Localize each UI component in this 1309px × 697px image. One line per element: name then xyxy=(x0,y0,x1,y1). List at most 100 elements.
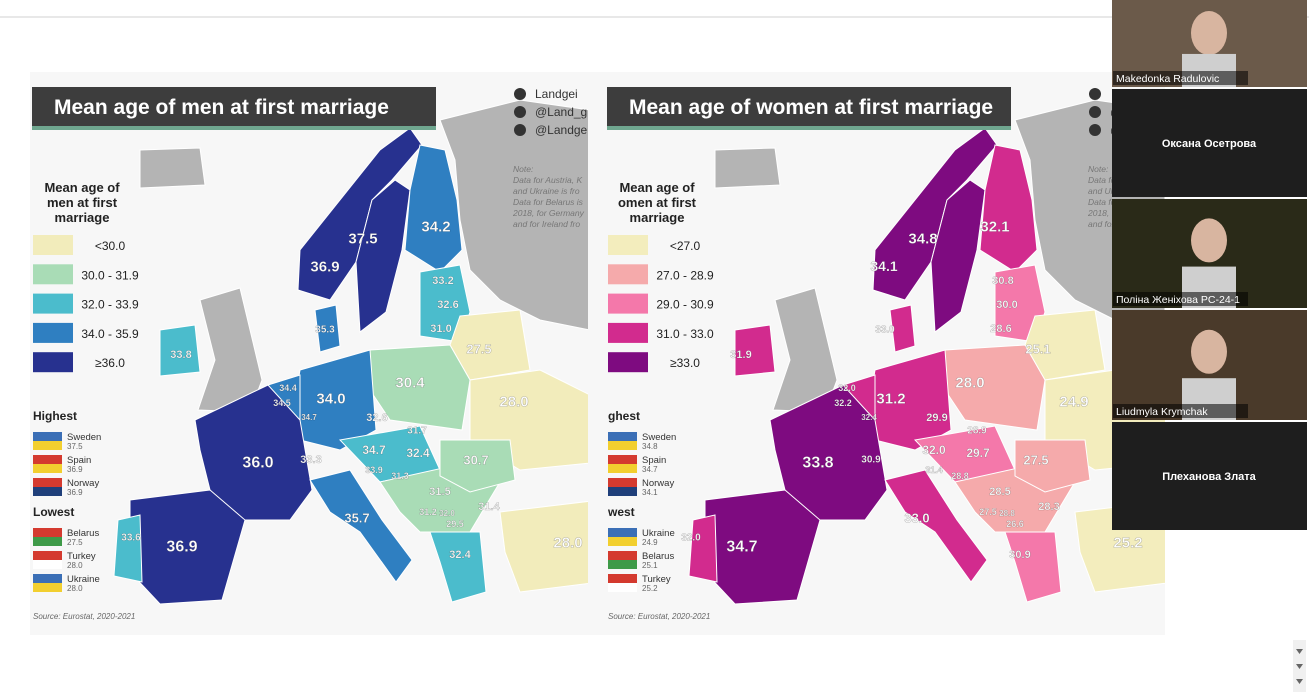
map-panel: Mean age of men at first marriage Landgei… xyxy=(30,72,588,635)
country-shape xyxy=(139,147,206,189)
map-value-label: 27.5 xyxy=(466,342,491,357)
country-shape xyxy=(714,147,781,189)
flag xyxy=(33,537,62,546)
map-value-label: 32.6 xyxy=(437,299,458,311)
country-value: 36.9 xyxy=(67,465,83,474)
flag xyxy=(33,441,62,450)
list-heading: Highest xyxy=(33,409,77,423)
flag xyxy=(33,551,62,560)
map-value-label: 34.7 xyxy=(362,443,386,457)
map-value-label: 31.4 xyxy=(925,465,943,475)
source: Source: Eurostat, 2020-2021 xyxy=(608,612,710,621)
country-shape xyxy=(1004,531,1062,603)
map-value-label: 28.0 xyxy=(553,534,582,551)
social-text: @Landge xyxy=(535,123,588,137)
map-value-label: 34.4 xyxy=(279,383,297,393)
participant-name: Поліна Женіхова PC-24-1 xyxy=(1116,294,1240,306)
legend-swatch xyxy=(33,264,73,285)
legend-title: men at first xyxy=(47,195,118,210)
map-value-label: 32.4 xyxy=(861,413,877,422)
flag xyxy=(608,487,637,496)
country-value: 28.0 xyxy=(67,584,83,593)
map-value-label: 31.2 xyxy=(419,507,437,517)
scroll-arrow xyxy=(1296,679,1303,684)
map-value-label: 25.1 xyxy=(1025,342,1050,357)
map-value-label: 30.9 xyxy=(1009,549,1030,561)
country-shape xyxy=(159,324,201,377)
participant-name: Makedonka Radulovic xyxy=(1116,73,1219,85)
map-value-label: 30.9 xyxy=(861,455,881,466)
country-name: Norway xyxy=(642,478,674,489)
source: Source: Eurostat, 2020-2021 xyxy=(33,612,135,621)
participant-face xyxy=(1191,218,1227,263)
map-value-label: 28.0 xyxy=(499,393,528,410)
participant-name: Liudmyla Krymchak xyxy=(1116,406,1208,418)
country-value: 34.7 xyxy=(642,465,658,474)
participant-name: Оксана Осетрова xyxy=(1162,138,1257,150)
list-heading: Lowest xyxy=(33,505,74,519)
country-shape xyxy=(439,439,516,493)
flag xyxy=(33,528,62,537)
country-shape xyxy=(113,514,143,583)
country-shape xyxy=(1014,439,1091,493)
map-value-label: 30.7 xyxy=(463,453,488,468)
country-shape xyxy=(930,179,986,333)
participant-face xyxy=(1191,329,1227,374)
map-value-label: 32.0 xyxy=(681,533,701,544)
map-value-label: 29.9 xyxy=(926,412,947,424)
country-name: Belarus xyxy=(642,551,674,562)
map-value-label: 32.0 xyxy=(922,443,946,457)
map-value-label: 33.6 xyxy=(121,533,141,544)
social-icon xyxy=(1089,124,1101,136)
legend-label: 34.0 - 35.9 xyxy=(81,327,139,341)
flag xyxy=(33,464,62,473)
map-value-label: 32.4 xyxy=(449,549,471,561)
map-value-label: 31.7 xyxy=(407,426,427,437)
flag xyxy=(33,560,62,569)
map-value-label: 35.7 xyxy=(344,511,369,526)
name-bg xyxy=(1113,71,1248,85)
flag xyxy=(33,583,62,592)
country-value: 25.2 xyxy=(642,584,658,593)
country-value: 34.8 xyxy=(642,442,658,451)
note-line: Data for Austria, K xyxy=(513,175,582,185)
map-value-label: 27.5 xyxy=(1023,453,1048,468)
country-shape xyxy=(734,324,776,377)
legend-label: 31.0 - 33.0 xyxy=(656,327,714,341)
legend-label: 30.0 - 31.9 xyxy=(81,268,139,282)
map-value-label: 33.3 xyxy=(300,454,321,466)
legend-swatch xyxy=(33,293,73,314)
map-value-label: 34.2 xyxy=(421,218,450,235)
country-value: 25.1 xyxy=(642,561,658,570)
map-value-label: 32.1 xyxy=(980,218,1009,235)
map-value-label: 34.0 xyxy=(316,390,345,407)
country-value: 37.5 xyxy=(67,442,83,451)
map-value-label: 28.9 xyxy=(967,426,987,437)
country-shape xyxy=(889,304,916,353)
list-heading: west xyxy=(607,505,635,519)
flag xyxy=(33,455,62,464)
map-value-label: 33.2 xyxy=(432,275,453,287)
map-value-label: 34.1 xyxy=(870,258,897,274)
country-value: 28.0 xyxy=(67,561,83,570)
note-line: and Ukra xyxy=(1088,186,1123,196)
note-line: Data for B xyxy=(1088,197,1127,207)
note-line: Note: xyxy=(1088,164,1109,174)
flag xyxy=(33,432,62,441)
legend-swatch xyxy=(608,264,648,285)
country-name: Turkey xyxy=(642,574,671,585)
map-value-label: 27.5 xyxy=(979,507,997,517)
map-value-label: 36.9 xyxy=(166,539,197,556)
map-value-label: 31.3 xyxy=(391,471,409,481)
country-shape xyxy=(884,469,988,583)
map-value-label: 33.8 xyxy=(170,349,191,361)
panel-title: Mean age of women at first marriage xyxy=(629,96,993,119)
legend-swatch xyxy=(608,293,648,314)
country-shape xyxy=(688,514,718,583)
name-bg xyxy=(1113,292,1248,306)
flag xyxy=(608,574,637,583)
country-shape xyxy=(499,500,588,593)
flag xyxy=(33,574,62,583)
legend-label: 29.0 - 30.9 xyxy=(656,298,714,312)
